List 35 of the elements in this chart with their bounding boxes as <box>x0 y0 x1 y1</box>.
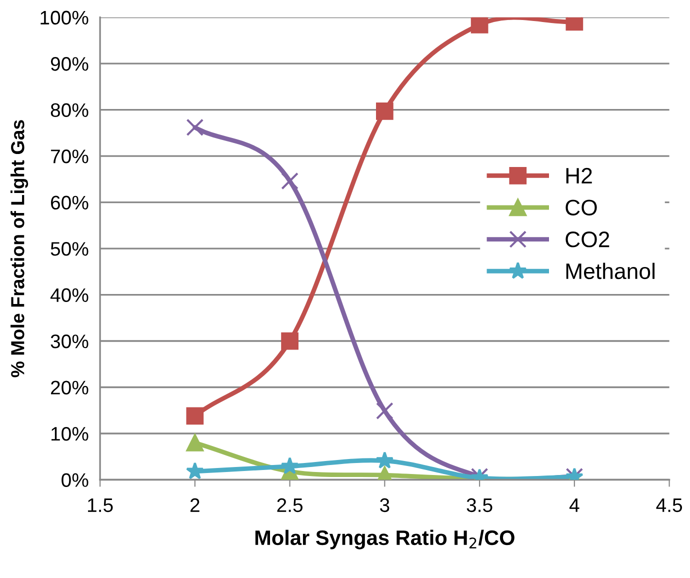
point <box>186 462 204 480</box>
point <box>376 451 394 469</box>
legend-label: CO <box>566 200 597 216</box>
y-tick-label: 0% <box>62 473 88 487</box>
legend-label: H2 <box>566 168 592 184</box>
y-tick-label: 10% <box>52 426 88 441</box>
y-tick-label: 90% <box>50 57 88 71</box>
x-tick-label: 3 <box>380 498 390 512</box>
y-tick-label: 40% <box>50 288 88 302</box>
y-axis-title: % Mole Fraction of Light Gas <box>10 120 28 378</box>
x-tick-label: 2.5 <box>277 498 302 512</box>
point <box>281 172 298 190</box>
x-tick-label: 4.5 <box>656 498 682 512</box>
point <box>186 407 204 425</box>
point <box>470 17 488 34</box>
y-tick-label: 70% <box>51 150 88 164</box>
y-tick-label: 20% <box>51 380 88 394</box>
point <box>280 456 299 474</box>
y-tick-label: 80% <box>50 103 88 118</box>
legend-label: CO2 <box>566 232 610 248</box>
y-tick-label: 60% <box>51 196 88 210</box>
x-axis-title: Molar Syngas Ratio H$_{2}$/CO <box>255 530 514 550</box>
y-tick-label: 30% <box>50 334 88 348</box>
x-tick-label: 2 <box>190 498 200 512</box>
y-tick-label: 100% <box>40 10 88 25</box>
point <box>376 102 394 120</box>
point <box>186 434 204 452</box>
point <box>376 402 394 420</box>
point <box>281 332 298 350</box>
legend-label: Methanol <box>566 262 654 280</box>
x-tick-label: 3.5 <box>466 498 492 512</box>
y-tick-label: 50% <box>50 242 88 256</box>
x-tick-label: 4 <box>569 498 580 512</box>
x-tick-label: 1.5 <box>88 498 113 512</box>
point <box>186 118 204 136</box>
